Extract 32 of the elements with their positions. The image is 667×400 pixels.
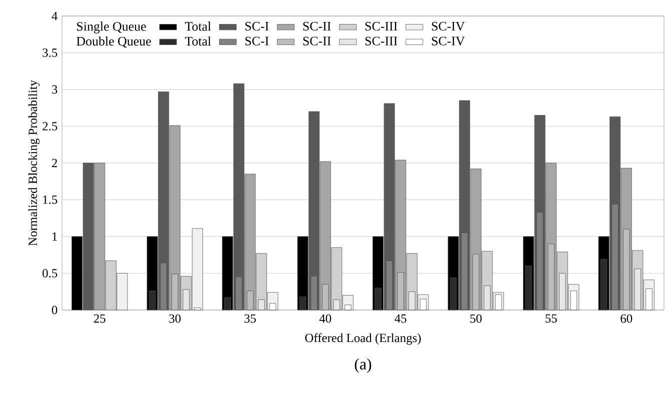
y-tick-label: 0 — [52, 306, 58, 314]
x-tick-label: 60 — [620, 314, 632, 323]
y-tick-label: 4 — [52, 12, 58, 20]
x-tick-label: 50 — [470, 314, 482, 323]
x-tick-label: 35 — [244, 314, 256, 323]
legend-label: SC-I — [245, 36, 269, 46]
y-tick-label: 1.5 — [43, 196, 58, 204]
legend-label: Total — [184, 22, 211, 31]
legend-label: SC-II — [303, 22, 331, 31]
legend-label: SC-III — [365, 36, 398, 46]
x-axis-title: Offered Load (Erlangs) — [305, 333, 421, 345]
legend-label: SC-IV — [432, 22, 465, 31]
annotation: Double Queue — [76, 36, 151, 48]
y-tick-label: 0.5 — [42, 269, 58, 278]
legend-label: SC-III — [365, 22, 398, 31]
x-tick-label: 55 — [546, 314, 557, 323]
legend-label: SC-IV — [432, 36, 465, 46]
legend-label: Total — [184, 36, 211, 46]
y-tick-label: 1 — [52, 232, 57, 241]
y-tick-label: 3.5 — [42, 48, 58, 57]
x-tick-label: 30 — [169, 314, 181, 323]
x-tick-label: 40 — [319, 314, 332, 323]
legend-label: SC-I — [245, 22, 269, 31]
y-tick-label: 2 — [52, 158, 57, 168]
legend-label: SC-II — [303, 36, 331, 46]
y-tick-label: 3 — [52, 85, 58, 94]
y-axis-title: Normalized Blocking Probability — [28, 80, 40, 246]
x-tick-label: 45 — [394, 314, 406, 323]
x-tick-label: 25 — [94, 314, 106, 323]
text: (a) — [354, 358, 372, 373]
y-tick-label: 2.5 — [42, 122, 58, 130]
annotation: Single Queue — [77, 22, 146, 34]
